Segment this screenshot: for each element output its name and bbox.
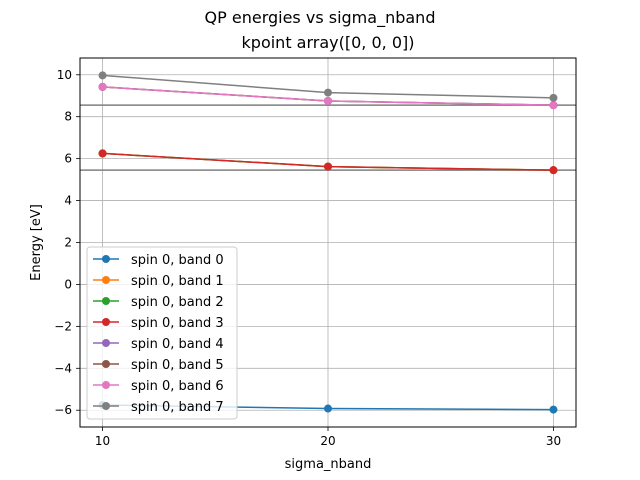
data-point-band-3-2 <box>549 166 558 175</box>
data-point-band-0-1 <box>324 404 332 413</box>
y-axis-ticks: −6 −4 −2 0 2 4 6 8 10 <box>54 68 80 417</box>
legend-marker-band-2 <box>102 297 110 305</box>
legend-label-band-3: spin 0, band 3 <box>131 316 224 331</box>
data-point-band-3-0 <box>98 149 107 158</box>
data-point-band-0-2 <box>549 405 558 414</box>
legend-marker-band-3 <box>102 318 110 326</box>
y-axis-label: Energy [eV] <box>29 204 44 281</box>
legend-label-band-7: spin 0, band 7 <box>131 400 224 415</box>
legend-marker-band-4 <box>102 339 110 347</box>
chart-subtitle: kpoint array([0, 0, 0]) <box>242 33 415 52</box>
legend-label-band-4: spin 0, band 4 <box>131 337 224 352</box>
series-lines <box>98 71 558 414</box>
y-tick-label-6: 6 <box>64 152 72 166</box>
y-tick-label-1: −4 <box>54 361 72 375</box>
legend-marker-band-7 <box>102 402 110 410</box>
data-point-band-7-2 <box>549 93 558 102</box>
data-point-band-7-1 <box>324 88 332 97</box>
legend-label-band-2: spin 0, band 2 <box>131 295 224 310</box>
x-axis-label: sigma_nband <box>285 457 372 472</box>
legend-label-band-5: spin 0, band 5 <box>131 358 224 373</box>
x-axis-ticks: 10 20 30 <box>95 427 561 448</box>
y-tick-label-8: 10 <box>57 68 72 82</box>
data-point-band-3-1 <box>324 162 332 171</box>
legend-marker-band-5 <box>102 360 110 368</box>
data-point-band-7-0 <box>98 71 107 80</box>
x-tick-label-1: 20 <box>320 434 335 448</box>
data-point-band-6-0 <box>98 82 107 91</box>
data-point-band-6-1 <box>324 96 332 105</box>
legend-label-band-6: spin 0, band 6 <box>131 379 224 394</box>
x-tick-label-0: 10 <box>95 434 110 448</box>
legend-label-band-1: spin 0, band 1 <box>131 274 224 289</box>
legend-marker-band-6 <box>102 381 110 389</box>
y-tick-label-4: 2 <box>64 236 72 250</box>
y-tick-label-7: 8 <box>64 110 72 124</box>
legend-marker-band-1 <box>102 276 110 284</box>
x-tick-label-2: 30 <box>546 434 561 448</box>
legend-label-band-0: spin 0, band 0 <box>131 253 224 268</box>
y-tick-label-5: 4 <box>64 194 72 208</box>
legend-box <box>86 246 238 420</box>
legend: spin 0, band 0 spin 0, band 1 spin 0, band… <box>86 246 238 420</box>
chart-title: QP energies vs sigma_nband <box>205 8 436 28</box>
data-point-band-6-2 <box>549 101 558 110</box>
y-tick-label-2: −2 <box>54 319 72 333</box>
legend-marker-band-0 <box>102 255 110 263</box>
y-tick-label-3: 0 <box>64 277 72 291</box>
y-tick-label-0: −6 <box>54 403 72 417</box>
